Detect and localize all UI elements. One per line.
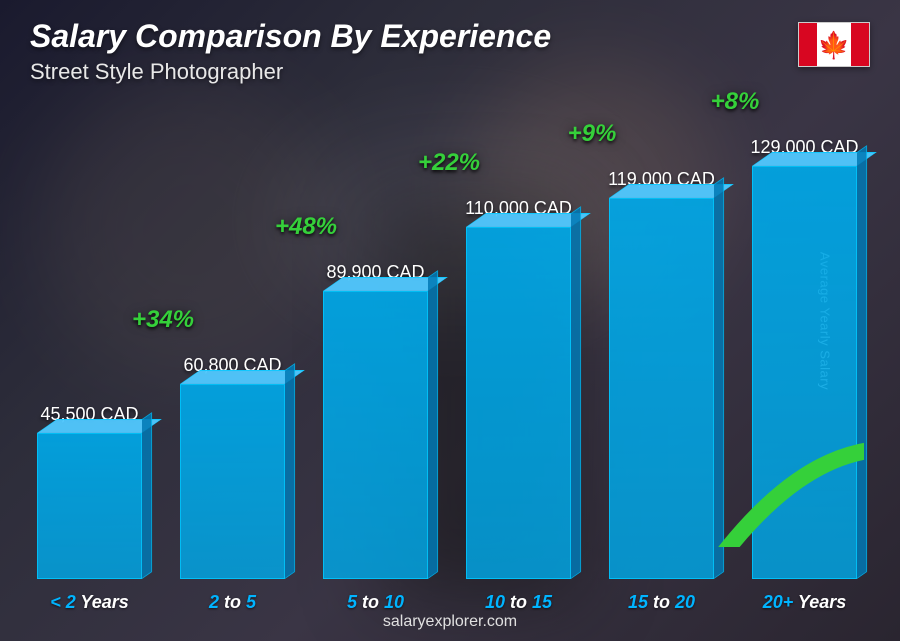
bar-front-face xyxy=(609,198,714,579)
bar-slot: 60,800 CAD2 to 5 xyxy=(173,355,292,579)
bar-front-face xyxy=(323,291,428,579)
bar-slot: 119,000 CAD15 to 20 xyxy=(602,169,721,579)
bar-category-label: 5 to 10 xyxy=(292,592,459,613)
bar-wrap xyxy=(602,198,721,579)
bar xyxy=(752,166,857,579)
increase-pct-label: +22% xyxy=(418,149,480,177)
footer-source: salaryexplorer.com xyxy=(0,613,900,631)
bar-slot: 45,500 CAD< 2 Years xyxy=(30,404,149,579)
maple-leaf-icon: 🍁 xyxy=(818,32,850,58)
increase-pct-label: +34% xyxy=(132,306,194,334)
chart-subtitle: Street Style Photographer xyxy=(30,59,870,85)
bar-slot: 129,000 CAD20+ Years xyxy=(745,137,864,579)
bar xyxy=(37,433,142,579)
bar xyxy=(180,384,285,579)
bar xyxy=(466,227,571,579)
bar-wrap xyxy=(30,433,149,579)
bar-front-face xyxy=(466,227,571,579)
bar-chart: 45,500 CAD< 2 Years60,800 CAD2 to 589,90… xyxy=(30,130,864,579)
bar-wrap xyxy=(173,384,292,579)
country-flag-canada: 🍁 xyxy=(798,22,870,67)
bar-category-label: < 2 Years xyxy=(6,592,173,613)
bar xyxy=(609,198,714,579)
bar-side-face xyxy=(285,363,295,579)
bar-side-face xyxy=(142,412,152,579)
bar-side-face xyxy=(857,145,867,579)
bar-wrap xyxy=(459,227,578,579)
bar-wrap xyxy=(745,166,864,579)
flag-band-left xyxy=(799,23,817,66)
increase-pct-label: +8% xyxy=(711,88,760,116)
header: Salary Comparison By Experience Street S… xyxy=(30,18,870,85)
chart-title: Salary Comparison By Experience xyxy=(30,18,870,55)
increase-pct-label: +9% xyxy=(568,120,617,148)
bar-wrap xyxy=(316,291,435,579)
bar-side-face xyxy=(714,177,724,579)
increase-pct-label: +48% xyxy=(275,213,337,241)
bar-category-label: 10 to 15 xyxy=(435,592,602,613)
bar-side-face xyxy=(428,270,438,579)
bar-front-face xyxy=(180,384,285,579)
bar-side-face xyxy=(571,206,581,579)
flag-center: 🍁 xyxy=(817,23,851,66)
bar-slot: 89,900 CAD5 to 10 xyxy=(316,262,435,579)
flag-band-right xyxy=(851,23,869,66)
bar-category-label: 15 to 20 xyxy=(578,592,745,613)
bar-front-face xyxy=(37,433,142,579)
bar-front-face xyxy=(752,166,857,579)
bar xyxy=(323,291,428,579)
bar-category-label: 2 to 5 xyxy=(149,592,316,613)
bar-category-label: 20+ Years xyxy=(721,592,888,613)
bar-slot: 110,000 CAD10 to 15 xyxy=(459,198,578,579)
